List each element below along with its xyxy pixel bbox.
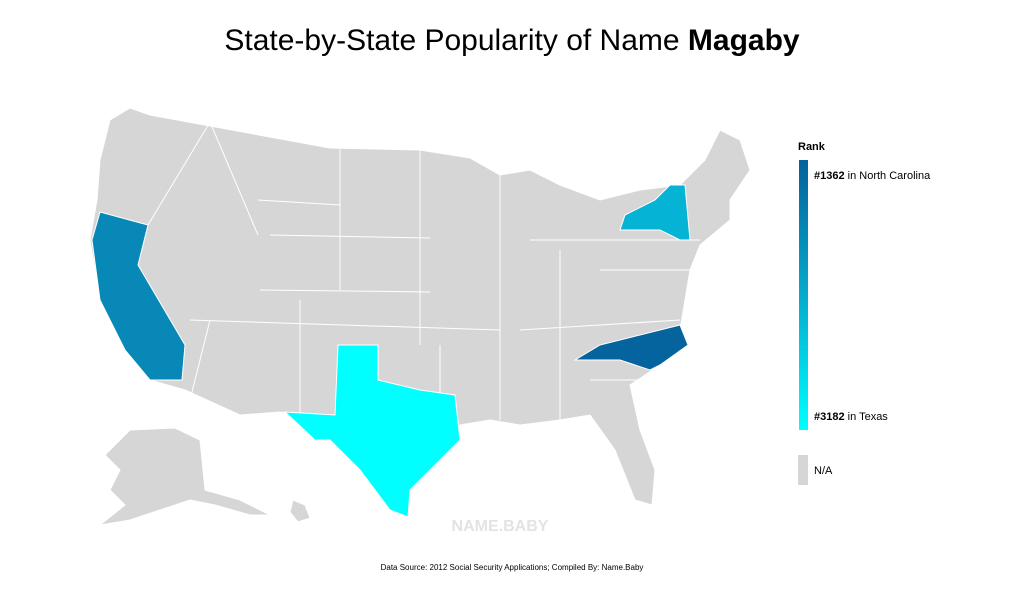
state-borders	[147, 121, 700, 420]
title-text: State-by-State Popularity of Name	[224, 24, 688, 57]
title-name: Magaby	[688, 24, 800, 57]
state-alaska	[98, 427, 271, 526]
legend-bottom-rank: #3182	[814, 411, 845, 423]
source: Data Source: 2012 Social Security Applic…	[381, 563, 644, 572]
state-california	[91, 211, 186, 381]
legend-na-swatch	[798, 455, 808, 485]
state-texas	[283, 344, 461, 518]
legend-top-rank: #1362	[814, 170, 845, 182]
legend-top: #1362 in North Carolina	[814, 170, 931, 182]
legend-bottom-state: in Texas	[848, 411, 889, 423]
state-hawaii	[289, 499, 311, 523]
map	[89, 107, 751, 526]
state-north-carolina	[573, 324, 689, 371]
legend-bottom: #3182 in Texas	[814, 411, 888, 423]
legend-top-state: in North Carolina	[848, 170, 931, 182]
legend: Rank #1362 in North Carolina #3182 in Te…	[798, 141, 931, 485]
legend-title: Rank	[798, 141, 826, 153]
watermark: NAME.BABY	[452, 518, 549, 535]
legend-gradient	[799, 160, 808, 430]
legend-na: N/A	[814, 465, 833, 477]
state-new-york	[619, 184, 691, 241]
title: State-by-State Popularity of Name Magaby	[224, 24, 800, 57]
